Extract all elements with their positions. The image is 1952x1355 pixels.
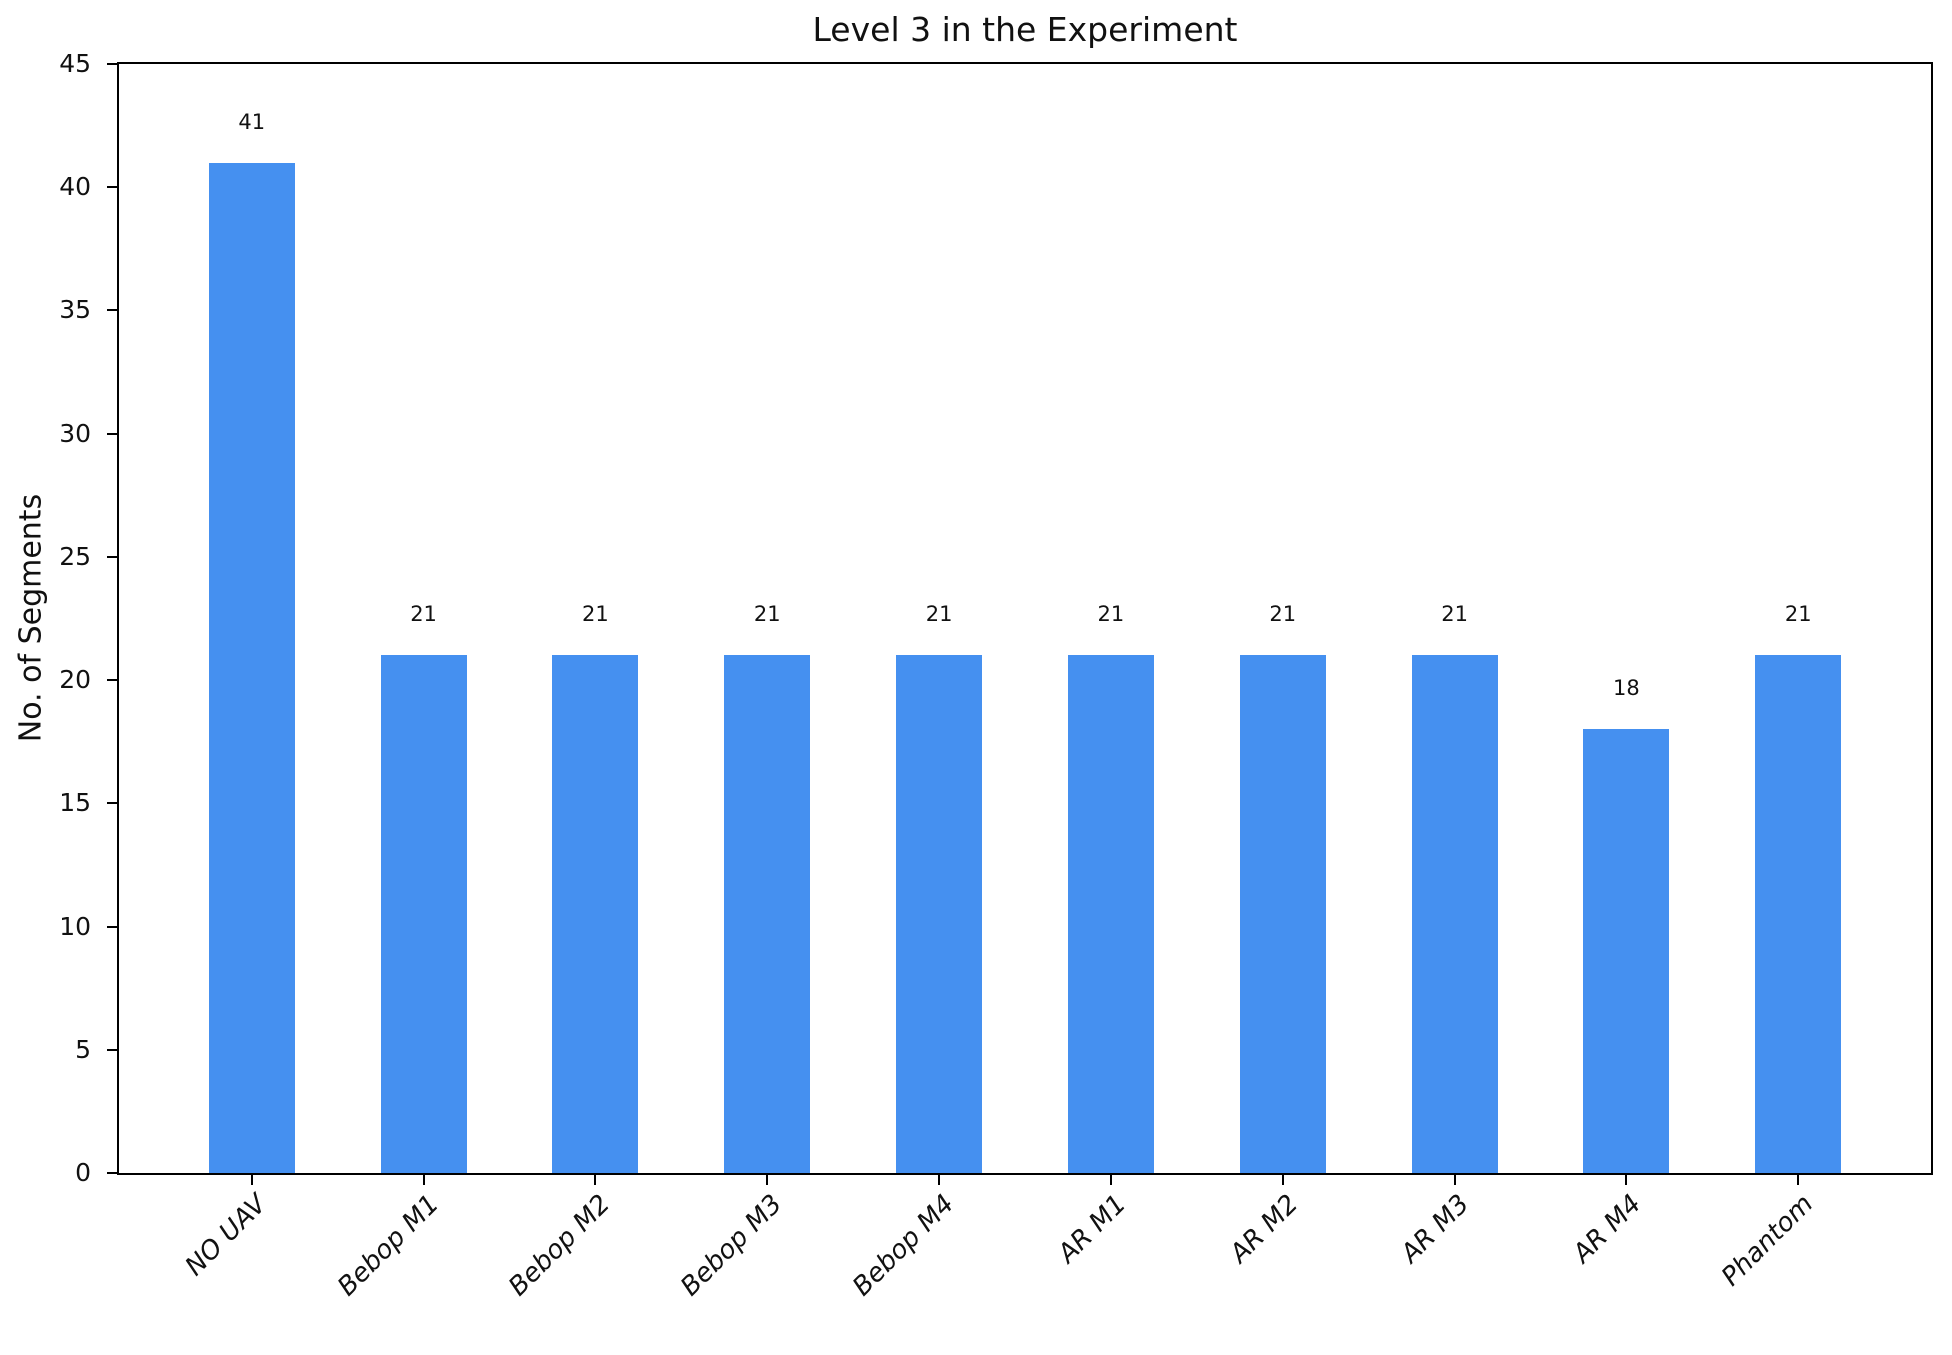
x-tick-mark (938, 1175, 941, 1185)
bar-ar-m3 (1411, 655, 1498, 1173)
y-tick-mark (107, 802, 117, 805)
y-tick-mark (107, 1048, 117, 1051)
y-tick-label: 35 (59, 295, 91, 325)
x-tick-label-text: Bebop M4 (847, 1189, 961, 1303)
y-tick-label: 5 (75, 1034, 91, 1064)
bar-value-label: 21 (753, 602, 781, 627)
bar-bebop-m1 (380, 655, 467, 1173)
x-tick-label-text: NO UAV (179, 1189, 273, 1282)
x-tick-mark (1109, 1175, 1112, 1185)
y-tick-label: 25 (59, 541, 91, 571)
y-tick-mark (107, 679, 117, 682)
x-tick-label-text: AR M2 (1223, 1189, 1304, 1269)
x-tick-mark (1453, 1175, 1456, 1185)
bar-bebop-m3 (724, 655, 811, 1173)
y-tick-label: 30 (59, 418, 91, 448)
y-tick-mark (107, 63, 117, 65)
bar-value-label: 41 (238, 109, 266, 134)
y-tick-label: 45 (59, 49, 91, 78)
bar-value-label: 21 (1097, 602, 1125, 627)
y-tick-mark (107, 432, 117, 435)
bar-value-label: 21 (925, 602, 953, 627)
y-tick-label: 40 (59, 172, 91, 202)
bar-bebop-m2 (552, 655, 639, 1173)
x-tick-label-text: Bebop M2 (503, 1189, 617, 1303)
y-tick-label: 20 (59, 665, 91, 695)
y-tick-mark (107, 186, 117, 189)
bar-bebop-m4 (896, 655, 983, 1173)
bar-no-uav (208, 162, 295, 1173)
bar-value-label: 21 (582, 602, 609, 627)
y-axis-label: No. of Segments (13, 493, 49, 743)
bar-value-label: 21 (1784, 602, 1812, 627)
x-tick-label-text: AR M3 (1395, 1189, 1476, 1269)
chart-title: Level 3 in the Experiment (812, 10, 1238, 49)
y-tick-label: 10 (59, 911, 91, 941)
bar-value-label: 18 (1613, 676, 1640, 701)
x-tick-mark (1797, 1175, 1800, 1185)
bar-ar-m2 (1239, 655, 1326, 1173)
bar-phantom (1755, 655, 1842, 1173)
x-tick-label-text: Bebop M1 (331, 1189, 445, 1303)
x-tick-label-text: Phantom (1716, 1189, 1820, 1293)
bar-ar-m4 (1583, 729, 1670, 1173)
y-tick-label: 0 (75, 1158, 91, 1187)
y-tick-label: 15 (59, 788, 91, 818)
x-tick-mark (1625, 1175, 1628, 1185)
x-tick-mark (250, 1175, 253, 1185)
bar-ar-m1 (1067, 655, 1154, 1173)
plot-area: 41 NO UAV 21 Bebop M1 21 Bebop M2 21 Bebop M3 21… (59, 51, 1933, 1302)
x-tick-mark (1281, 1175, 1284, 1185)
y-tick-mark (107, 309, 117, 312)
y-tick-mark (107, 555, 117, 558)
x-tick-label-text: AR M4 (1567, 1189, 1648, 1269)
bar-value-label: 21 (1269, 602, 1297, 627)
x-tick-label-text: Bebop M3 (675, 1189, 789, 1303)
y-tick-mark (107, 1172, 117, 1174)
y-tick-mark (107, 925, 117, 928)
x-tick-mark (422, 1175, 425, 1185)
x-tick-mark (594, 1175, 597, 1185)
bar-value-label: 21 (1441, 602, 1468, 627)
x-tick-label-text: AR M1 (1052, 1189, 1133, 1269)
bar-value-label: 21 (410, 602, 437, 627)
x-tick-mark (766, 1175, 769, 1185)
